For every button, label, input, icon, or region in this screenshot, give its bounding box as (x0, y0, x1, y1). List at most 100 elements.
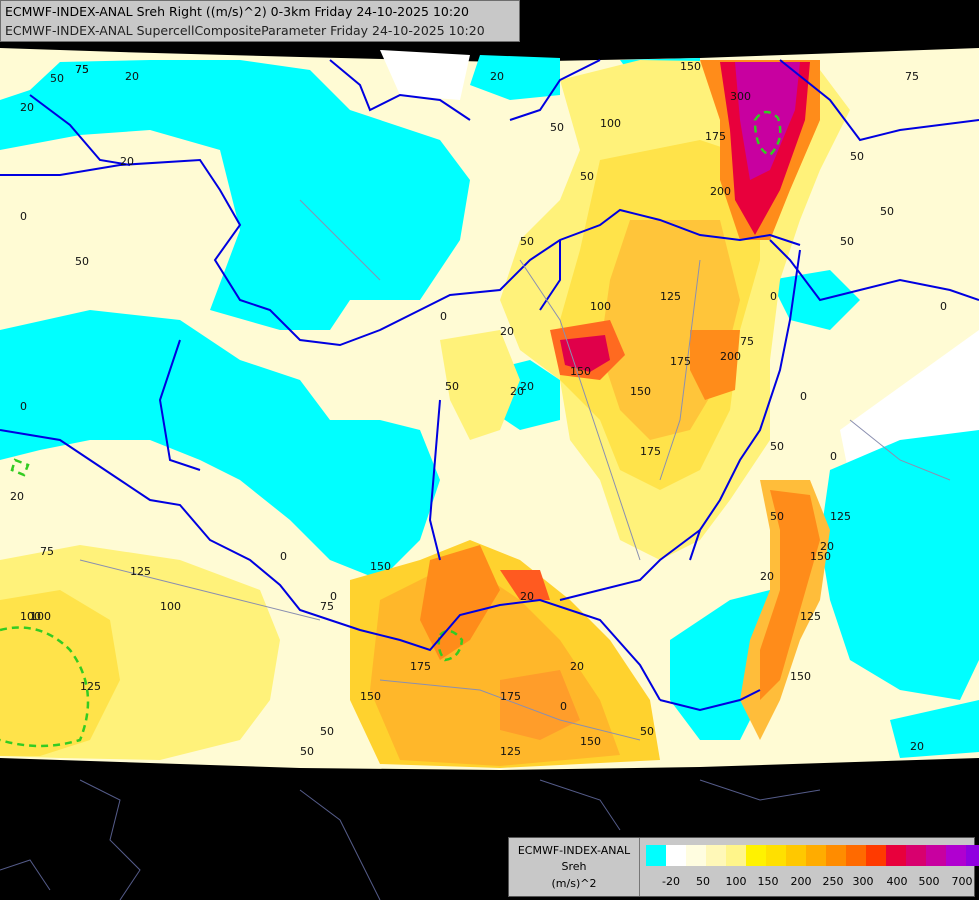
contour-label: 50 (770, 510, 784, 523)
legend-swatch (826, 845, 846, 866)
contour-label: 0 (770, 290, 777, 303)
legend-tick-label: 150 (757, 875, 779, 888)
title-box: ECMWF-INDEX-ANAL Sreh Right ((m/s)^2) 0-… (0, 0, 520, 42)
contour-label: 0 (440, 310, 447, 323)
contour-label: 50 (520, 235, 534, 248)
contour-label: 20 (910, 740, 924, 753)
legend-tick-label: 50 (696, 875, 710, 888)
legend-swatch (866, 845, 886, 866)
contour-label: 150 (580, 735, 601, 748)
contour-label: 100 (20, 610, 41, 623)
legend-model: ECMWF-INDEX-ANAL (517, 844, 631, 857)
contour-label: 50 (770, 440, 784, 453)
contour-label: 200 (720, 350, 741, 363)
legend-swatches (646, 845, 979, 866)
contour-label: 75 (740, 335, 754, 348)
contour-label: 125 (130, 565, 151, 578)
legend-tick-label: 700 (951, 875, 973, 888)
contour-label: 125 (80, 680, 101, 693)
scp-contours (0, 110, 782, 748)
contour-label: 20 (125, 70, 139, 83)
contour-label: 50 (880, 205, 894, 218)
legend-tick-label: 300 (852, 875, 874, 888)
contour-label: 100 (600, 117, 621, 130)
contour-label: 20 (490, 70, 504, 83)
contour-label: 200 (710, 185, 731, 198)
orange-zones (420, 60, 820, 740)
legend-tick-label: 250 (822, 875, 844, 888)
legend-swatch (806, 845, 826, 866)
contour-label: 150 (570, 365, 591, 378)
contour-label: 300 (730, 90, 751, 103)
contour-label: 150 (360, 690, 381, 703)
contour-label: 20 (120, 155, 134, 168)
legend-separator (639, 838, 640, 896)
contour-label: 75 (75, 63, 89, 76)
legend-swatch (766, 845, 786, 866)
contour-label: 0 (330, 590, 337, 603)
rivers (79, 199, 951, 741)
contour-label: 20 (10, 490, 24, 503)
legend-swatch (746, 845, 766, 866)
contour-label: 0 (800, 390, 807, 403)
legend-swatch (886, 845, 906, 866)
legend-ticks: -20 50 100 150 200 250 300 400 500 700 (646, 875, 973, 889)
contour-label: 20 (760, 570, 774, 583)
contour-label: 20 (20, 101, 34, 114)
legend-swatch (686, 845, 706, 866)
contour-label: 50 (320, 725, 334, 738)
contour-label: 150 (370, 560, 391, 573)
contour-label: 175 (500, 690, 521, 703)
legend-swatch (666, 845, 686, 866)
contour-label: 175 (670, 355, 691, 368)
legend-tick-label: 400 (886, 875, 908, 888)
contour-label: 75 (40, 545, 54, 558)
contour-label: 100 (30, 610, 51, 623)
contour-label: 75 (905, 70, 919, 83)
contour-label: 20 (520, 380, 534, 393)
contour-label: 150 (810, 550, 831, 563)
contour-label: 50 (50, 72, 64, 85)
legend-tick-label: -20 (662, 875, 680, 888)
contour-label: 0 (20, 210, 27, 223)
legend-tick-label: 200 (790, 875, 812, 888)
contour-label: 0 (20, 400, 27, 413)
legend-unit: (m/s)^2 (551, 877, 597, 890)
contour-label: 100 (160, 600, 181, 613)
contour-label: 100 (590, 300, 611, 313)
contour-label: 175 (640, 445, 661, 458)
contour-label: 50 (580, 170, 594, 183)
contour-label: 150 (680, 60, 701, 73)
legend-swatch (786, 845, 806, 866)
contour-label: 50 (300, 745, 314, 758)
legend-swatch (646, 845, 666, 866)
legend-swatch (846, 845, 866, 866)
contour-label: 0 (940, 300, 947, 313)
contour-label: 50 (640, 725, 654, 738)
contour-label: 0 (560, 700, 567, 713)
title-line-1: ECMWF-INDEX-ANAL Sreh Right ((m/s)^2) 0-… (5, 4, 469, 19)
contour-label: 50 (75, 255, 89, 268)
legend-tick-label: 100 (725, 875, 747, 888)
title-line-2: ECMWF-INDEX-ANAL SupercellCompositeParam… (5, 23, 485, 38)
contour-label: 50 (840, 235, 854, 248)
outside-borders (0, 779, 821, 900)
contour-label: 125 (660, 290, 681, 303)
legend-swatch (706, 845, 726, 866)
legend-tick-label: 500 (918, 875, 940, 888)
contour-label: 20 (500, 325, 514, 338)
contour-label: 75 (320, 600, 334, 613)
contour-label: 125 (500, 745, 521, 758)
color-legend: ECMWF-INDEX-ANAL Sreh (m/s)^2 -20 50 100 15… (508, 837, 979, 897)
contour-label: 175 (705, 130, 726, 143)
contour-label: 20 (570, 660, 584, 673)
contour-label: 125 (830, 510, 851, 523)
contour-label: 0 (830, 450, 837, 463)
contour-label: 175 (410, 660, 431, 673)
contour-label: 20 (520, 590, 534, 603)
contour-label: 150 (630, 385, 651, 398)
legend-swatch (726, 845, 746, 866)
contour-label: 0 (280, 550, 287, 563)
legend-swatch (926, 845, 946, 866)
